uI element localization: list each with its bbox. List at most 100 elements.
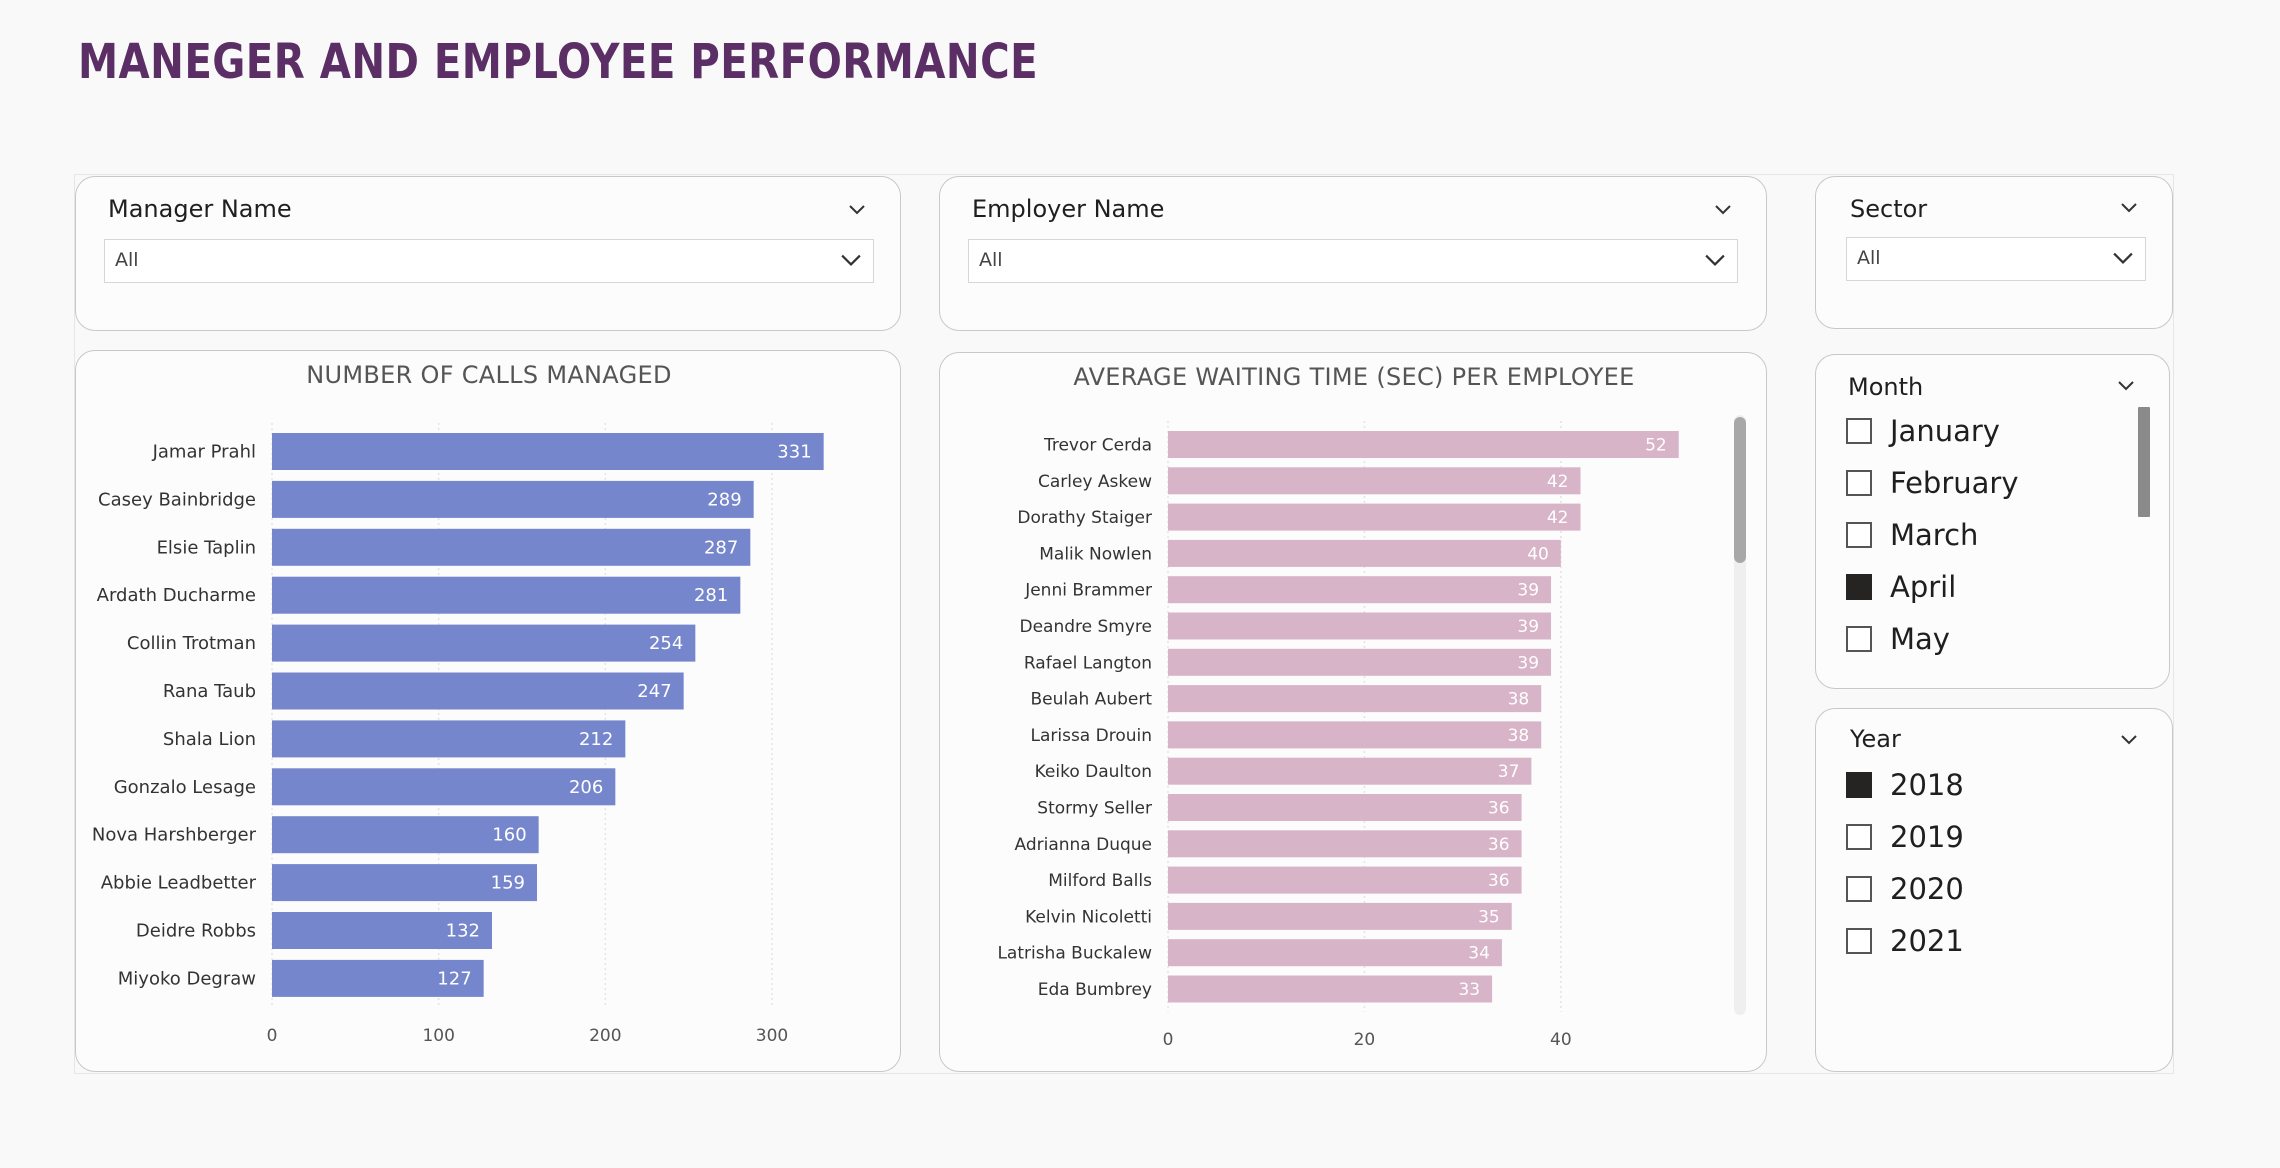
calls-category-label: Miyoko Degraw: [118, 968, 256, 989]
wait-bar[interactable]: [1168, 866, 1522, 894]
year-item-label: 2018: [1890, 768, 1964, 802]
month-item[interactable]: May: [1846, 619, 1950, 659]
checkbox[interactable]: [1846, 876, 1872, 902]
calls-category-label: Collin Trotman: [127, 633, 256, 654]
month-item[interactable]: February: [1846, 463, 2019, 503]
year-item-label: 2019: [1890, 820, 1964, 854]
month-item-label: April: [1890, 570, 1957, 604]
checkbox[interactable]: [1846, 626, 1872, 652]
wait-bar[interactable]: [1168, 830, 1522, 858]
calls-bar[interactable]: [272, 433, 824, 470]
calls-bar[interactable]: [272, 768, 616, 806]
employer-dropdown[interactable]: All: [968, 239, 1738, 283]
wait-bar[interactable]: [1168, 685, 1542, 713]
chevron-down-icon: [2113, 252, 2133, 265]
calls-bar-chart: 0 100 200 300 Jamar Prahl 331 Casey Bainbridge…: [92, 423, 824, 1046]
calls-bar[interactable]: [272, 528, 751, 566]
wait-chart-scroll-thumb[interactable]: [1734, 417, 1746, 563]
month-item[interactable]: January: [1846, 411, 2000, 451]
report-canvas: [74, 174, 2174, 1074]
wait-data-label: 39: [1517, 581, 1539, 601]
month-item[interactable]: March: [1846, 515, 1978, 555]
month-item-label: May: [1890, 622, 1950, 656]
calls-data-label: 127: [437, 968, 471, 989]
chevron-down-icon: [841, 254, 861, 267]
month-scroll-thumb[interactable]: [2138, 407, 2150, 517]
wait-category-label: Kelvin Nicoletti: [1025, 907, 1152, 927]
calls-bar[interactable]: [272, 672, 684, 710]
calls-category-label: Ardath Ducharme: [97, 585, 256, 606]
wait-category-label: Malik Nowlen: [1039, 544, 1152, 564]
wait-chart-scrollbar[interactable]: [1734, 415, 1746, 1015]
wait-bar[interactable]: [1168, 467, 1581, 495]
wait-data-label: 52: [1645, 436, 1667, 456]
calls-category-label: Gonzalo Lesage: [114, 777, 256, 798]
wait-category-label: Keiko Daulton: [1035, 762, 1152, 782]
checkbox[interactable]: [1846, 824, 1872, 850]
wait-bar[interactable]: [1168, 576, 1552, 604]
sector-dropdown-value: All: [1857, 247, 1881, 269]
calls-chart-card: NUMBER OF CALLS MANAGED 0 100 200 300 Jamar …: [75, 350, 901, 1072]
wait-data-label: 39: [1517, 617, 1539, 637]
checkbox[interactable]: [1846, 928, 1872, 954]
wait-category-label: Rafael Langton: [1024, 653, 1152, 673]
chevron-down-icon[interactable]: [848, 201, 866, 219]
chevron-down-icon[interactable]: [1714, 201, 1732, 219]
manager-slicer: Manager Name All: [75, 176, 901, 331]
wait-data-label: 40: [1527, 544, 1549, 564]
checkbox-checked[interactable]: [1846, 772, 1872, 798]
wait-bar[interactable]: [1168, 539, 1561, 567]
wait-data-label: 36: [1488, 835, 1510, 855]
employer-slicer-title: Employer Name: [972, 195, 1165, 223]
month-item[interactable]: April: [1846, 567, 1956, 607]
calls-bar[interactable]: [272, 864, 537, 902]
wait-category-label: Deandre Smyre: [1020, 617, 1153, 637]
wait-data-label: 33: [1458, 980, 1480, 1000]
wait-category-label: Larissa Drouin: [1030, 726, 1152, 746]
calls-data-label: 289: [707, 489, 741, 510]
chevron-down-icon[interactable]: [2120, 199, 2138, 217]
year-item[interactable]: 2018: [1846, 765, 1964, 805]
wait-data-label: 38: [1508, 726, 1530, 746]
wait-bar[interactable]: [1168, 975, 1493, 1003]
calls-bar[interactable]: [272, 480, 754, 518]
wait-bar[interactable]: [1168, 648, 1552, 676]
calls-chart-title: NUMBER OF CALLS MANAGED: [306, 361, 672, 389]
wait-bar[interactable]: [1168, 721, 1542, 749]
calls-bar[interactable]: [272, 624, 696, 662]
wait-bar[interactable]: [1168, 503, 1581, 531]
x-tick-label: 300: [756, 1026, 788, 1046]
manager-dropdown[interactable]: All: [104, 239, 874, 283]
chevron-down-icon[interactable]: [2117, 377, 2135, 395]
calls-bar[interactable]: [272, 959, 484, 997]
calls-bar[interactable]: [272, 576, 741, 614]
wait-bar[interactable]: [1168, 757, 1532, 785]
calls-bar[interactable]: [272, 912, 492, 949]
x-tick-label: 40: [1550, 1030, 1572, 1050]
wait-bar[interactable]: [1168, 794, 1522, 821]
sector-dropdown[interactable]: All: [1846, 237, 2146, 281]
year-slicer-title: Year: [1850, 725, 1901, 753]
checkbox[interactable]: [1846, 470, 1872, 496]
calls-data-label: 212: [579, 729, 613, 750]
year-item[interactable]: 2021: [1846, 921, 1964, 961]
chevron-down-icon[interactable]: [2120, 731, 2138, 749]
year-item[interactable]: 2020: [1846, 869, 1964, 909]
wait-bar[interactable]: [1168, 431, 1679, 458]
calls-category-label: Jamar Prahl: [152, 442, 256, 463]
wait-bar[interactable]: [1168, 939, 1502, 967]
calls-category-label: Deidre Robbs: [136, 921, 256, 942]
year-item[interactable]: 2019: [1846, 817, 1964, 857]
calls-bar[interactable]: [272, 816, 539, 854]
wait-data-label: 34: [1468, 944, 1490, 964]
checkbox[interactable]: [1846, 418, 1872, 444]
checkbox-checked[interactable]: [1846, 574, 1872, 600]
month-slicer: Month January February March April May: [1815, 354, 2170, 689]
x-tick-label: 20: [1354, 1030, 1376, 1050]
calls-bar[interactable]: [272, 720, 626, 758]
x-tick-label: 200: [589, 1026, 621, 1046]
checkbox[interactable]: [1846, 522, 1872, 548]
wait-bar[interactable]: [1168, 612, 1552, 640]
x-tick-label: 0: [267, 1026, 278, 1046]
wait-bar[interactable]: [1168, 902, 1512, 930]
